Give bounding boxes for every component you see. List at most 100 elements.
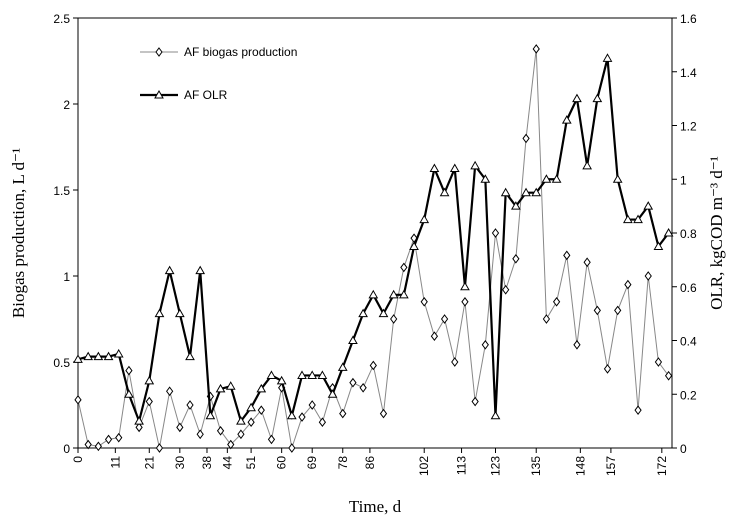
- triangle-marker: [205, 410, 216, 420]
- legend-marker: [154, 89, 164, 99]
- x-tick-label: 135: [529, 456, 543, 476]
- triangle-marker: [551, 174, 562, 183]
- plot-frame: [77, 17, 673, 449]
- y2-tick-label: 1.4: [680, 66, 697, 80]
- diamond-marker: [267, 434, 276, 445]
- triangle-marker: [541, 174, 552, 183]
- x-tick-label: 11: [108, 456, 122, 469]
- diamond-marker: [237, 429, 245, 440]
- y-tick-label: 0.5: [53, 356, 70, 370]
- diamond-marker: [603, 364, 612, 374]
- diamond-marker: [451, 357, 459, 367]
- diamond-marker: [227, 439, 235, 450]
- triangle-marker: [449, 163, 460, 172]
- triangle-marker: [612, 174, 623, 183]
- diamond-marker: [247, 417, 255, 428]
- diamond-marker: [644, 271, 652, 281]
- triangle-marker: [266, 370, 277, 379]
- diamond-marker: [430, 331, 439, 342]
- x-tick-label: 86: [363, 456, 377, 470]
- triangle-marker: [276, 375, 287, 385]
- triangle-marker: [174, 308, 185, 318]
- diamond-marker: [614, 305, 622, 316]
- x-tick-label: 21: [142, 456, 156, 470]
- triangle-marker: [307, 370, 318, 379]
- triangle-marker: [531, 187, 542, 197]
- diamond-marker: [400, 262, 408, 273]
- y2-tick-label: 0.6: [680, 281, 697, 295]
- y-tick-label: 2.5: [53, 12, 70, 26]
- diamond-marker: [491, 228, 500, 238]
- triangle-marker: [73, 354, 83, 363]
- triangle-marker: [419, 214, 430, 224]
- triangle-marker: [154, 308, 165, 318]
- triangle-marker: [439, 187, 450, 197]
- triangle-marker: [511, 201, 521, 210]
- diamond-marker: [115, 432, 123, 443]
- diamond-marker: [186, 400, 194, 410]
- diamond-marker: [512, 253, 520, 264]
- series-line: [77, 48, 670, 449]
- diamond-marker: [257, 405, 265, 415]
- triangle-marker: [297, 370, 307, 379]
- y-tick-label: 1: [63, 270, 70, 284]
- x-tick-label: 51: [244, 456, 258, 470]
- triangle-marker: [348, 335, 358, 344]
- diamond-marker: [624, 279, 632, 290]
- x-axis-label: Time, d: [349, 497, 402, 516]
- x-tick-label: 44: [220, 456, 234, 470]
- diamond-marker: [542, 314, 551, 324]
- diamond-marker: [379, 408, 388, 419]
- triangle-marker: [246, 402, 256, 412]
- triangle-marker: [256, 383, 267, 393]
- y2-tick-label: 0.2: [680, 388, 697, 402]
- x-tick-label: 102: [417, 456, 431, 476]
- x-tick-label: 113: [455, 456, 469, 475]
- x-tick-label: 0: [71, 456, 85, 463]
- triangle-marker: [134, 416, 144, 425]
- triangle-marker: [398, 289, 409, 299]
- diamond-marker: [390, 314, 398, 324]
- x-tick-label: 60: [275, 456, 289, 470]
- diamond-marker: [298, 412, 306, 422]
- y-tick-label: 0: [63, 442, 70, 456]
- diamond-marker: [420, 296, 428, 307]
- diamond-marker: [125, 365, 133, 376]
- diamond-marker: [481, 339, 489, 350]
- triangle-marker: [582, 160, 593, 170]
- x-tick-label: 157: [604, 456, 618, 476]
- triangle-marker: [93, 351, 104, 361]
- y2-axis-label: OLR, kgCOD m⁻³ d⁻¹: [707, 156, 726, 310]
- triangle-marker: [592, 93, 603, 103]
- triangle-marker: [572, 93, 582, 103]
- triangle-marker: [388, 289, 399, 299]
- diamond-marker: [339, 408, 347, 419]
- legend-label: AF OLR: [184, 88, 228, 102]
- triangle-marker: [623, 214, 633, 224]
- y-axis-label: Biogas production, L d⁻¹: [9, 148, 28, 318]
- triangle-marker: [490, 410, 501, 420]
- triangle-marker: [195, 265, 206, 275]
- triangle-marker: [164, 265, 175, 275]
- x-tick-label: 123: [488, 456, 502, 476]
- triangle-marker: [225, 381, 236, 390]
- triangle-marker: [633, 214, 643, 224]
- diamond-marker: [654, 357, 663, 367]
- diamond-marker: [593, 305, 601, 316]
- triangle-marker: [429, 163, 440, 172]
- y2-tick-label: 1: [680, 173, 687, 187]
- triangle-marker: [500, 187, 511, 197]
- diamond-marker: [349, 377, 357, 388]
- triangle-marker: [337, 362, 348, 371]
- triangle-marker: [103, 351, 114, 361]
- triangle-marker: [460, 281, 470, 291]
- legend-marker: [155, 47, 163, 57]
- x-tick-label: 78: [336, 456, 350, 470]
- diamond-marker: [84, 439, 92, 450]
- diamond-marker: [471, 396, 479, 407]
- y2-tick-label: 0.4: [680, 335, 697, 349]
- triangle-marker: [663, 227, 674, 237]
- y2-tick-label: 1.6: [680, 12, 697, 26]
- triangle-marker: [368, 289, 379, 299]
